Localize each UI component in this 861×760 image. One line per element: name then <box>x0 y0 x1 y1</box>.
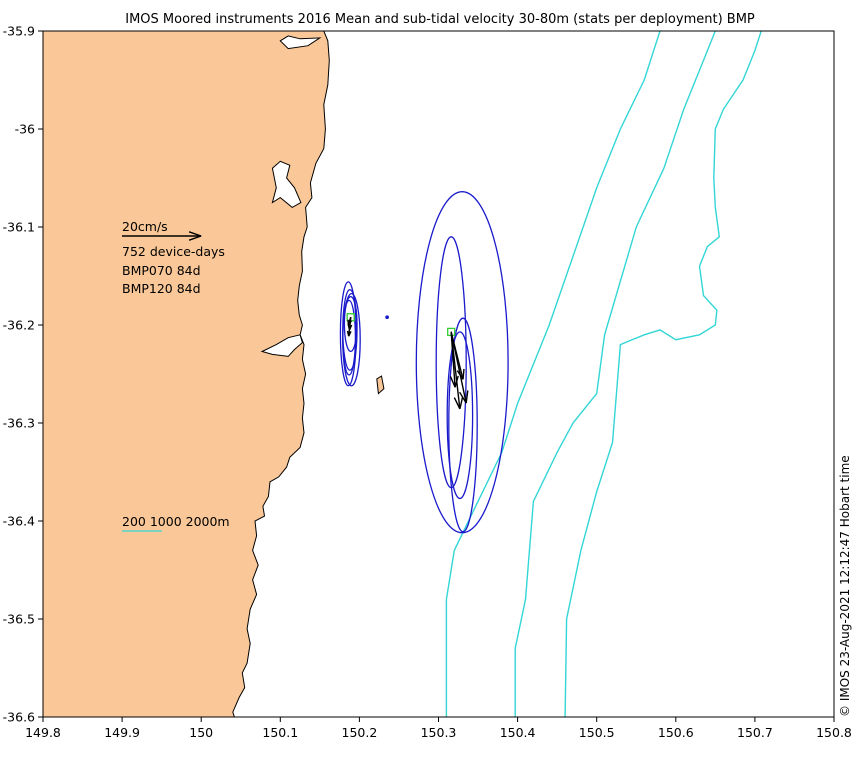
map-title: IMOS Moored instruments 2016 Mean and su… <box>125 12 755 27</box>
isobath-200m <box>445 31 661 717</box>
velocity-arrow-5 <box>449 331 459 388</box>
x-tick-label: 150.4 <box>500 725 536 740</box>
x-axis-ticks: 149.8 149.9 150 150.1 150.2 150.3 150.4 150.5 15… <box>25 717 852 740</box>
variance-ellipse-9 <box>446 331 474 500</box>
y-tick-label: -36 <box>15 122 35 137</box>
legend-deployment-1: BMP070 84d <box>122 263 201 278</box>
y-tick-label: -36.5 <box>3 612 35 627</box>
variance-ellipses-group <box>339 191 509 534</box>
y-tick-label: -35.9 <box>3 24 35 39</box>
scale-arrow-shape <box>122 231 202 241</box>
x-tick-label: 150.7 <box>737 725 773 740</box>
variance-ellipse-5 <box>385 315 389 320</box>
x-tick-label: 150.1 <box>262 725 298 740</box>
legend-scale-arrow <box>122 231 202 241</box>
land-mass <box>43 31 330 717</box>
lakes-group <box>260 35 322 357</box>
y-tick-label: -36.1 <box>3 220 35 235</box>
x-tick-label: 149.8 <box>25 725 61 740</box>
lake-2 <box>260 334 303 357</box>
y-tick-label: -36.2 <box>3 318 35 333</box>
isobath-1000m <box>514 31 716 717</box>
legend-device-days: 752 device-days <box>122 244 225 259</box>
isobaths-group <box>445 31 762 717</box>
credit-text: © IMOS 23-Aug-2021 12:12:47 Hobart time <box>838 455 852 717</box>
variance-ellipse-3 <box>342 299 357 376</box>
legend-isobath-label: 200 1000 2000m <box>122 514 230 529</box>
x-tick-label: 150.5 <box>579 725 615 740</box>
lake-0 <box>279 35 322 50</box>
y-tick-label: -36.3 <box>3 416 35 431</box>
y-axis-ticks: -35.9 -36 -36.1 -36.2 -36.3 -36.4 -36.5 -36.6 <box>3 24 43 725</box>
isobath-2000m <box>564 31 762 717</box>
x-tick-label: 150.2 <box>342 725 378 740</box>
legend-scale-label: 20cm/s <box>122 219 168 234</box>
offshore-island <box>376 375 385 395</box>
legend: 20cm/s 752 device-days BMP070 84d BMP120… <box>122 219 230 532</box>
lake-1 <box>271 160 302 209</box>
x-tick-label: 150 <box>189 725 213 740</box>
y-tick-label: -36.4 <box>3 514 35 529</box>
x-tick-label: 149.9 <box>104 725 140 740</box>
x-tick-label: 150.3 <box>421 725 457 740</box>
variance-ellipse-6 <box>415 191 509 534</box>
legend-deployment-2: BMP120 84d <box>122 281 201 296</box>
x-tick-label: 150.6 <box>658 725 694 740</box>
velocity-arrow-2 <box>347 316 353 326</box>
moorings-group <box>346 313 456 337</box>
velocity-arrows-group <box>346 316 469 410</box>
velocity-arrow-6 <box>450 331 465 380</box>
variance-ellipse-8 <box>448 317 478 533</box>
x-tick-label: 150.8 <box>816 725 852 740</box>
variance-ellipse-4 <box>343 295 358 353</box>
y-tick-label: -36.6 <box>3 710 35 725</box>
